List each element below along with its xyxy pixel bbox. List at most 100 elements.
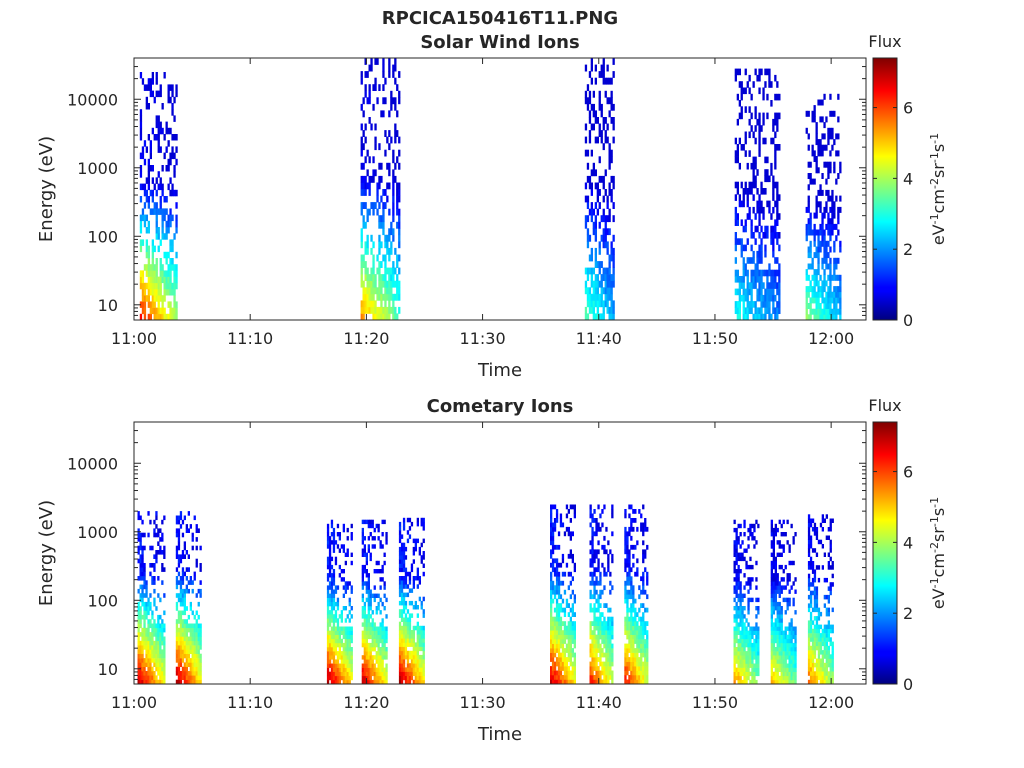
cometary-flux-cell xyxy=(638,670,641,676)
cometary-flux-cell xyxy=(412,679,415,685)
solar-wind-flux-cell xyxy=(598,293,601,301)
solar-wind-flux-cell xyxy=(736,150,739,157)
cometary-flux-cell xyxy=(747,622,750,627)
cometary-flux-cell xyxy=(328,647,332,652)
cometary-flux-cell xyxy=(187,653,190,659)
solar-wind-flux-cell xyxy=(398,97,401,105)
cometary-flux-cell xyxy=(406,609,410,614)
solar-wind-flux-cell xyxy=(157,171,160,178)
cometary-flux-cell xyxy=(377,634,380,640)
cometary-flux-cell xyxy=(778,540,781,545)
cometary-flux-cell xyxy=(385,626,388,631)
cometary-flux-cell xyxy=(551,679,555,685)
cometary-flux-cell xyxy=(555,625,559,631)
solar-wind-flux-cell xyxy=(602,58,605,65)
cometary-flux-cell xyxy=(348,659,351,664)
solar-wind-flux-cell xyxy=(821,235,824,242)
cometary-flux-cell xyxy=(772,634,775,640)
solar-wind-flux-cell xyxy=(770,100,773,107)
solar-wind-flux-cell xyxy=(758,112,761,120)
cometary-flux-cell xyxy=(334,671,338,677)
cometary-flux-cell xyxy=(571,603,574,608)
cometary-flux-cell xyxy=(147,511,150,516)
solar-wind-flux-cell xyxy=(384,130,387,137)
cometary-flux-cell xyxy=(774,647,777,652)
solar-wind-flux-cell xyxy=(736,301,739,308)
solar-wind-flux-cell xyxy=(155,177,158,184)
solar-wind-flux-cell xyxy=(835,291,838,298)
cometary-flux-cell xyxy=(179,636,183,642)
cometary-flux-cell xyxy=(778,630,781,635)
cometary-flux-cell xyxy=(147,675,150,680)
cometary-flux-cell xyxy=(778,622,781,627)
cometary-flux-cell xyxy=(589,504,592,510)
cometary-flux-cell xyxy=(159,675,162,680)
cometary-flux-cell xyxy=(776,618,779,623)
cometary-flux-cell xyxy=(373,569,376,574)
cometary-flux-cell xyxy=(553,567,557,573)
solar-wind-flux-cell xyxy=(386,182,389,190)
cometary-flux-cell xyxy=(363,519,366,525)
cometary-flux-cell xyxy=(813,594,817,600)
solar-wind-flux-cell xyxy=(394,247,397,255)
cometary-flux-cell xyxy=(400,650,404,656)
solar-wind-colorbar xyxy=(872,57,898,321)
solar-wind-flux-cell xyxy=(161,313,164,321)
solar-wind-flux-cell xyxy=(831,297,834,304)
cometary-flux-cell xyxy=(179,653,183,659)
solar-wind-flux-cell xyxy=(588,97,592,105)
cometary-flux-cell xyxy=(772,581,775,586)
solar-wind-flux-cell xyxy=(831,229,834,236)
cometary-flux-cell xyxy=(181,640,185,646)
solar-wind-flux-cell xyxy=(396,313,399,321)
cometary-flux-cell xyxy=(145,584,148,590)
solar-wind-flux-cell xyxy=(171,183,174,191)
cometary-flux-cell xyxy=(197,632,200,637)
solar-wind-flux-cell xyxy=(378,143,381,151)
cometary-flux-cell xyxy=(551,643,555,649)
cometary-flux-cell xyxy=(737,597,740,603)
cometary-flux-cell xyxy=(601,679,604,685)
solar-wind-flux-cell xyxy=(151,72,154,79)
cometary-flux-cell xyxy=(373,544,376,549)
cometary-flux-cell xyxy=(422,667,425,672)
cometary-flux-cell xyxy=(595,531,598,537)
solar-wind-flux-cell xyxy=(159,258,162,265)
cometary-flux-cell xyxy=(367,634,370,640)
cometary-flux-cell xyxy=(630,679,633,685)
cometary-flux-cell xyxy=(776,655,779,660)
cometary-flux-cell xyxy=(410,667,414,672)
solar-wind-flux-cell xyxy=(364,156,367,164)
cometary-flux-cell xyxy=(332,667,336,672)
solar-wind-flux-cell xyxy=(754,238,757,245)
cometary-flux-cell xyxy=(147,601,150,607)
cometary-flux-cell xyxy=(630,594,633,600)
cometary-flux-cell xyxy=(379,622,382,627)
solar-wind-flux-cell xyxy=(805,303,808,309)
solar-wind-flux-cell xyxy=(398,228,401,236)
solar-wind-flux-cell xyxy=(805,223,808,230)
solar-wind-flux-cell xyxy=(143,84,147,91)
cometary-flux-cell xyxy=(346,536,349,541)
solar-wind-flux-cell xyxy=(742,313,745,321)
solar-wind-flux-cell xyxy=(813,150,816,157)
solar-wind-flux-cell xyxy=(398,293,401,301)
solar-wind-flux-cell xyxy=(752,276,755,283)
solar-wind-flux-cell xyxy=(778,282,781,289)
solar-wind-flux-cell xyxy=(145,227,148,234)
solar-wind-flux-cell xyxy=(738,112,741,120)
cometary-flux-cell xyxy=(755,614,758,619)
cometary-flux-cell xyxy=(373,675,376,681)
solar-wind-flux-cell xyxy=(586,287,590,295)
solar-wind-flux-cell xyxy=(398,149,401,157)
cometary-flux-cell xyxy=(141,597,144,603)
solar-wind-flux-cell xyxy=(762,313,765,321)
cometary-flux-cell xyxy=(788,655,791,660)
cometary-flux-cell xyxy=(408,526,412,531)
cometary-flux-cell xyxy=(776,581,779,586)
cometary-flux-cell xyxy=(191,662,194,667)
cometary-flux-cell xyxy=(753,675,756,681)
solar-wind-flux-cell xyxy=(819,150,822,157)
cometary-flux-cell xyxy=(642,630,645,635)
solar-wind-flux-cell xyxy=(364,221,367,229)
